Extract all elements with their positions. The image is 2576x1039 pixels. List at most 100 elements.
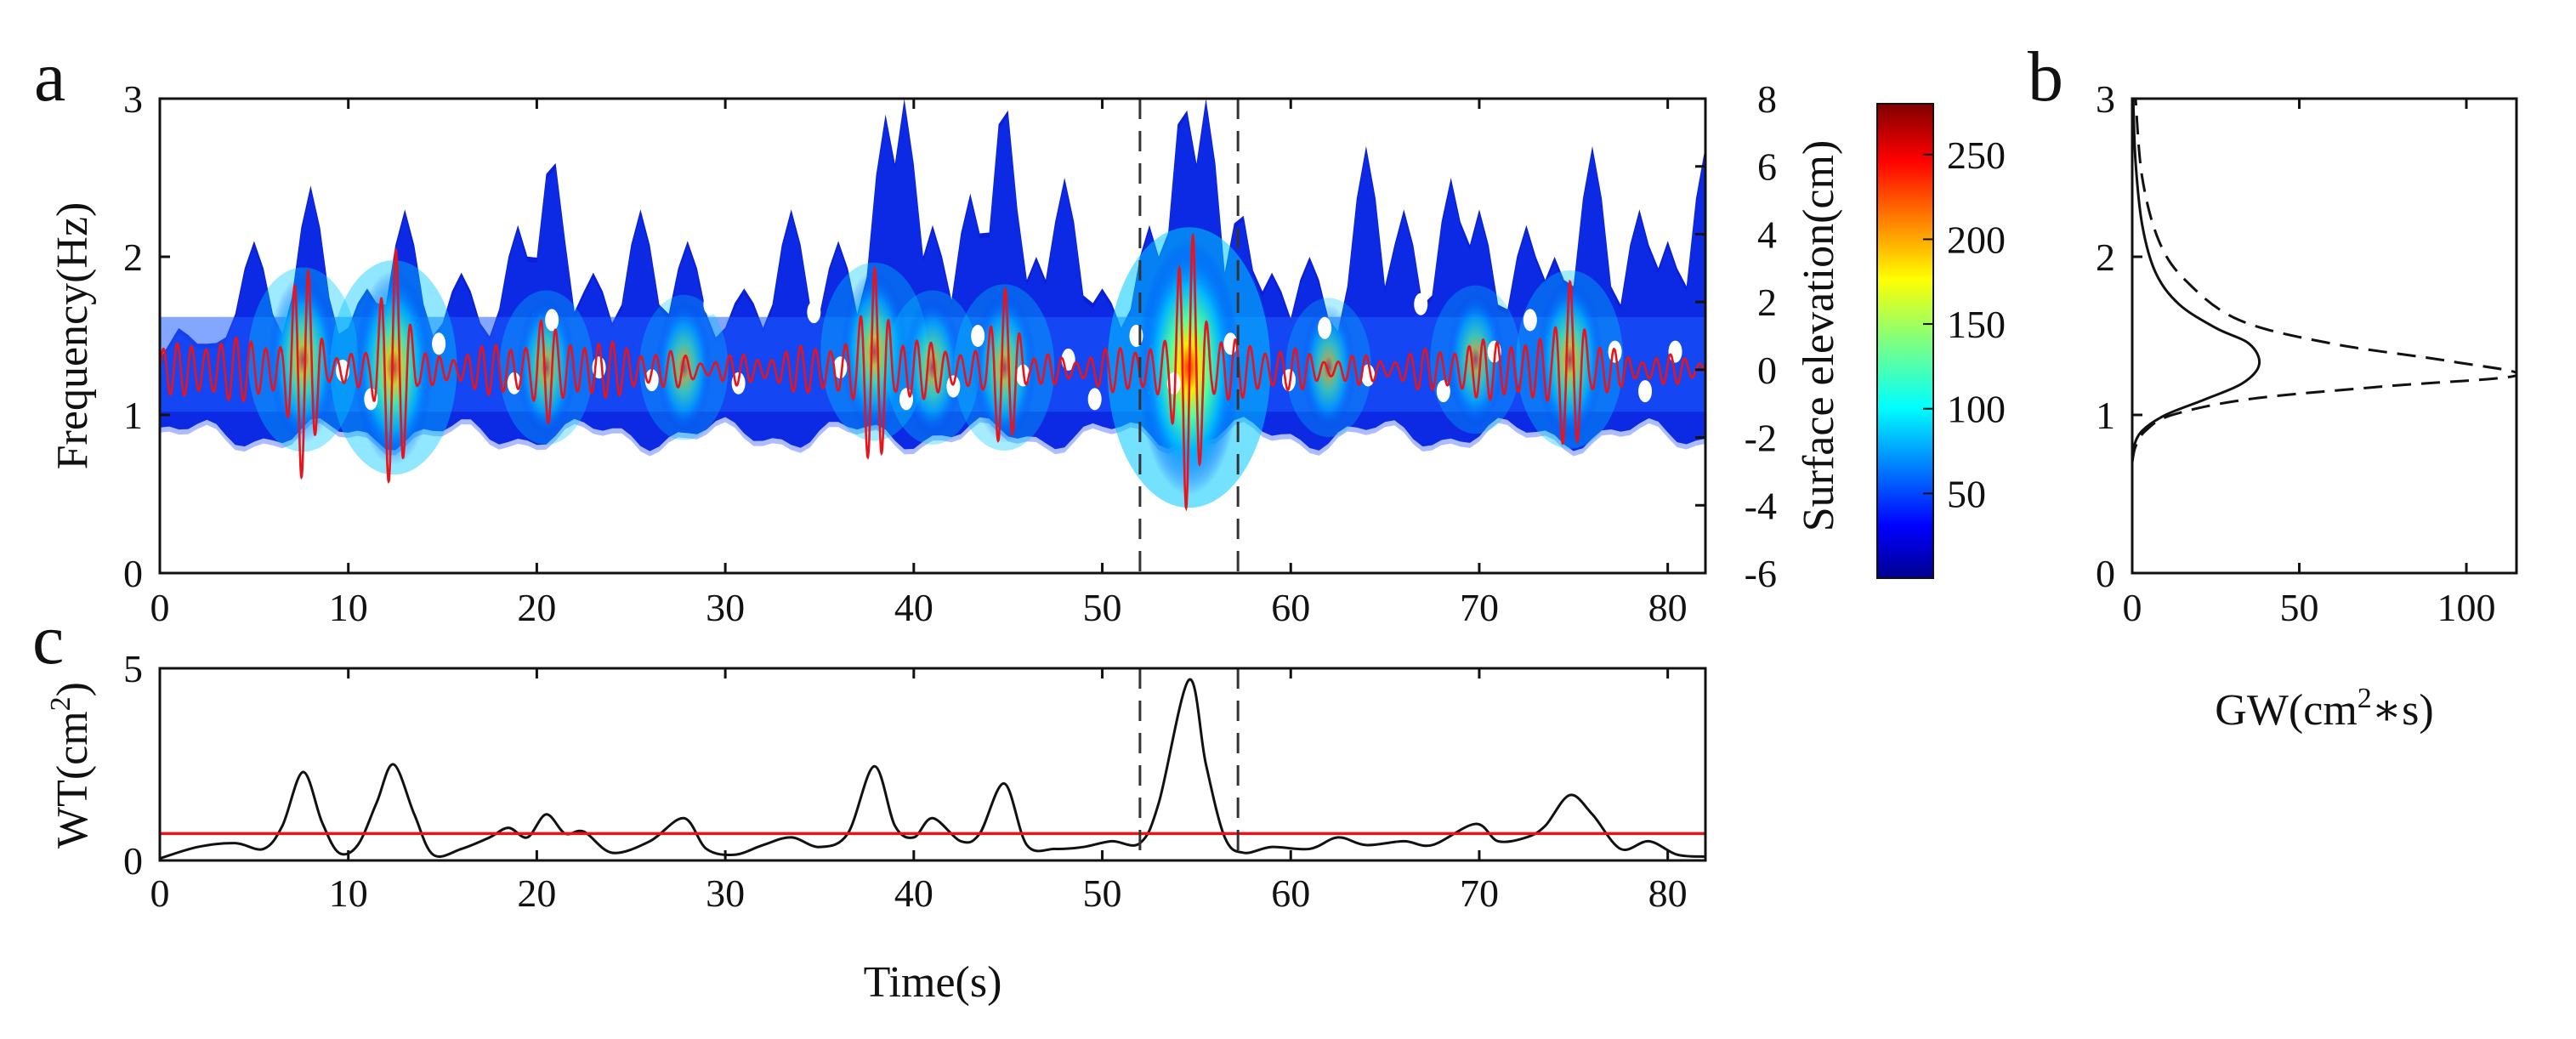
energy-burst xyxy=(903,297,962,438)
colorbar-tick-label: 100 xyxy=(1947,388,2006,431)
panel-c-x-tick-label: 70 xyxy=(1460,872,1499,915)
global-wavelet-curves xyxy=(2132,99,2516,463)
map-gap xyxy=(946,375,961,398)
map-gap xyxy=(807,301,821,324)
panel-b-global-wavelet: 0 50 100 0 1 2 3 b GW(cm2∗s) xyxy=(2028,37,2518,735)
panel-a-y-tick-label: 1 xyxy=(123,394,143,437)
panel-a-right-axis: -6 -4 -2 0 2 4 6 8 xyxy=(1695,77,1777,595)
panel-a-y-tick-label: 3 xyxy=(123,77,143,121)
wavelet-energy-curve xyxy=(160,678,1705,860)
colorbar-ticks: 50 100 150 200 250 xyxy=(1923,133,2006,515)
panel-b-x-label: GW(cm2∗s) xyxy=(2215,683,2433,735)
energy-burst xyxy=(973,292,1036,444)
panel-b-y-tick-label: 1 xyxy=(2096,394,2115,437)
panel-a-right-label: Surface elevation(cm) xyxy=(1795,140,1843,532)
map-gap xyxy=(703,292,718,315)
panel-b-x-tick-label: 50 xyxy=(2280,586,2319,629)
panel-b-y-tick-label: 2 xyxy=(2096,236,2115,279)
map-gap xyxy=(1668,340,1682,363)
panel-a-y-axis: 0 1 2 3 xyxy=(123,77,170,595)
panel-a-time-frequency: 0 10 20 30 40 50 60 70 80 0 1 2 3 -6 -4 -2 0 2 4 6 8 a Fre… xyxy=(34,37,1843,629)
panel-b-x-tick-label: 0 xyxy=(2123,586,2142,629)
panel-c-x-tick-label: 80 xyxy=(1648,872,1688,915)
panel-c-x-axis: 0 10 20 30 40 50 60 70 80 xyxy=(150,668,1688,915)
panel-c-y-axis: 05 xyxy=(123,647,170,883)
panel-a-x-tick-label: 70 xyxy=(1460,586,1499,629)
panel-a-x-tick-label: 10 xyxy=(329,586,368,629)
map-gap xyxy=(971,325,985,347)
panel-c-x-tick-label: 40 xyxy=(894,872,933,915)
energy-burst xyxy=(354,270,434,465)
wt-energy-line xyxy=(160,678,1705,860)
panel-a-x-axis: 0 10 20 30 40 50 60 70 80 xyxy=(150,99,1688,629)
panel-b-frame xyxy=(2131,97,2518,575)
panel-a-x-tick-label: 40 xyxy=(894,586,933,629)
map-gap xyxy=(364,388,378,411)
panel-a-y2-tick-label: 8 xyxy=(1757,77,1777,121)
panel-a-y2-tick-label: 4 xyxy=(1757,213,1777,256)
panel-b-x-tick-label: 100 xyxy=(2437,586,2496,629)
map-gap xyxy=(1318,316,1332,339)
panel-a-y2-tick-label: 6 xyxy=(1757,145,1777,189)
panel-c-x-tick-label: 30 xyxy=(706,872,745,915)
surface-elevation-series xyxy=(160,232,1705,512)
panel-b-y-tick-label: 3 xyxy=(2096,77,2115,121)
event-window-lines xyxy=(1138,99,1240,573)
panel-b-x-axis: 0 50 100 xyxy=(2123,99,2496,629)
map-gap xyxy=(1087,388,1102,411)
panel-c-y-label: WT(cm2) xyxy=(45,682,97,849)
panel-c-letter: c xyxy=(32,600,64,679)
panel-c-x-tick-label: 10 xyxy=(329,872,368,915)
map-gap xyxy=(644,369,659,392)
colorbar-tick-label: 250 xyxy=(1947,133,2006,177)
panel-c-x-tick-label: 60 xyxy=(1271,872,1310,915)
panel-c-x-tick-label: 50 xyxy=(1083,872,1122,915)
panel-a-x-tick-label: 60 xyxy=(1271,586,1310,629)
map-gap xyxy=(1523,309,1537,332)
surface-elevation-line xyxy=(160,232,1705,512)
energy-burst xyxy=(1302,304,1356,431)
panel-b-y-axis: 0 1 2 3 xyxy=(2096,77,2142,595)
panel-a-y2-tick-label: -4 xyxy=(1745,484,1777,527)
panel-b-letter: b xyxy=(2028,37,2063,116)
colorbar-tick-label: 150 xyxy=(1947,303,2006,346)
map-gap xyxy=(432,332,446,355)
wavelet-energy-map xyxy=(160,99,1705,508)
panel-a-y2-tick-label: -2 xyxy=(1745,417,1777,460)
gw-solid-curve xyxy=(2132,99,2261,463)
panel-c-y-tick-label: 5 xyxy=(123,647,143,690)
map-gap xyxy=(1638,380,1653,403)
colorbar-tick-label: 50 xyxy=(1947,472,1986,515)
energy-burst xyxy=(655,301,712,434)
panel-a-x-tick-label: 80 xyxy=(1648,586,1688,629)
panel-a-y2-tick-label: 0 xyxy=(1757,349,1777,392)
energy-burst xyxy=(840,270,908,433)
colorbar: 50 100 150 200 250 xyxy=(1876,103,2006,579)
panel-a-x-tick-label: 20 xyxy=(517,586,556,629)
panel-c-wavelet-energy: 0 10 20 30 40 50 60 70 80 05 c WT(cm2) Time(s) xyxy=(32,600,1707,1007)
panel-a-x-tick-label: 30 xyxy=(706,586,745,629)
map-gap xyxy=(1414,292,1428,315)
map-gap xyxy=(545,309,559,332)
panel-a-x-tick-label: 0 xyxy=(150,586,170,629)
panel-a-y-tick-label: 2 xyxy=(123,236,143,279)
colorbar-tick-label: 200 xyxy=(1947,218,2006,261)
panel-a-y2-tick-label: -6 xyxy=(1745,552,1777,595)
panel-c-x-tick-label: 20 xyxy=(517,872,556,915)
panel-a-y-tick-label: 0 xyxy=(123,552,143,595)
energy-burst xyxy=(1536,278,1603,441)
panel-a-frame xyxy=(158,97,1707,575)
panel-a-letter: a xyxy=(34,37,65,116)
panel-c-frame xyxy=(158,667,1707,862)
energy-burst xyxy=(517,297,576,438)
panel-c-y-tick-label: 0 xyxy=(123,839,143,883)
panel-a-x-tick-label: 50 xyxy=(1083,586,1122,629)
panel-a-y2-tick-label: 2 xyxy=(1757,281,1777,324)
colorbar-gradient xyxy=(1876,103,1934,579)
panel-a-y-label: Frequency(Hz) xyxy=(48,202,97,470)
panel-c-x-label: Time(s) xyxy=(864,958,1002,1007)
gw-dashed-curve xyxy=(2132,99,2516,463)
panel-c-x-tick-label: 0 xyxy=(150,872,170,915)
panel-b-y-tick-label: 0 xyxy=(2096,552,2115,595)
